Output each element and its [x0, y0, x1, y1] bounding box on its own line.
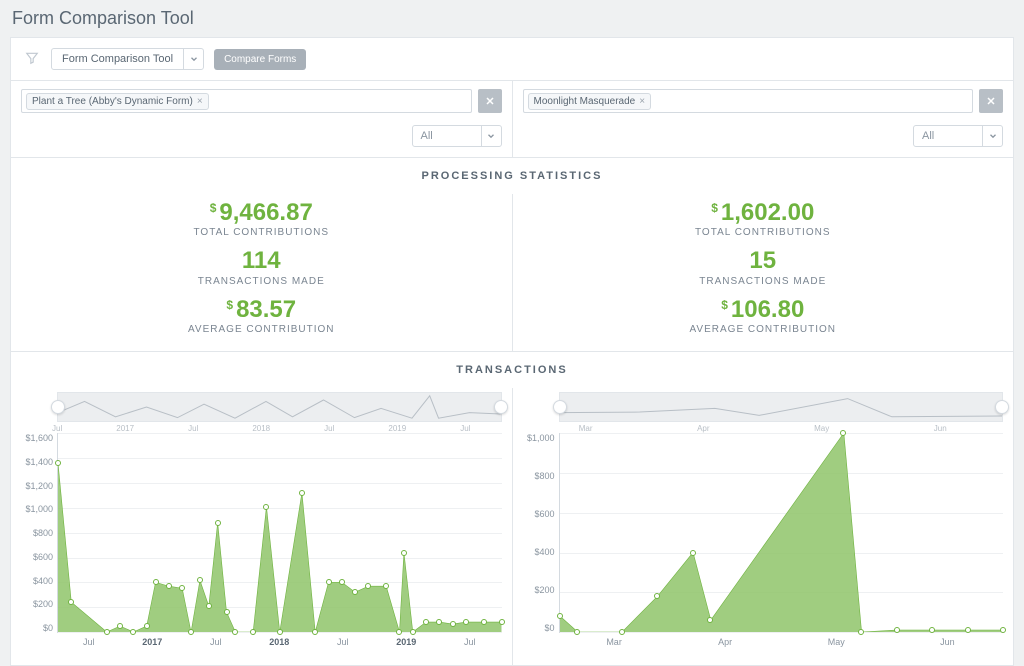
right-stats: $1,602.00 TOTAL CONTRIBUTIONS 15 TRANSAC…	[513, 194, 1014, 351]
right-chart-col: MarAprMayJun $1,000$800$600$400$200$0 Ma…	[513, 388, 1014, 665]
right-filter-select[interactable]: All	[913, 125, 1003, 147]
right-range-handle-start[interactable]	[553, 400, 567, 414]
right-total-contrib-label: TOTAL CONTRIBUTIONS	[513, 227, 1014, 238]
left-filter-select[interactable]: All	[412, 125, 502, 147]
left-range-slider[interactable]	[57, 392, 502, 422]
chevron-down-icon	[183, 49, 203, 69]
stats-columns: $9,466.87 TOTAL CONTRIBUTIONS 114 TRANSA…	[11, 194, 1013, 351]
right-form-tag: Moonlight Masquerade ×	[528, 93, 652, 110]
left-tag-row: Plant a Tree (Abby's Dynamic Form) ×	[11, 81, 512, 121]
left-form-tag: Plant a Tree (Abby's Dynamic Form) ×	[26, 93, 209, 110]
right-clear-button[interactable]	[979, 89, 1003, 113]
right-avg-contrib-value: $106.80	[721, 297, 804, 323]
page-title: Form Comparison Tool	[0, 0, 1024, 37]
left-transactions-chart: $1,600$1,400$1,200$1,000$800$600$400$200…	[21, 433, 502, 633]
left-form-input[interactable]: Plant a Tree (Abby's Dynamic Form) ×	[21, 89, 472, 113]
chevron-down-icon	[982, 126, 1002, 146]
right-form-input[interactable]: Moonlight Masquerade ×	[523, 89, 974, 113]
left-form-tag-label: Plant a Tree (Abby's Dynamic Form)	[32, 96, 193, 107]
right-transactions-chart: $1,000$800$600$400$200$0	[523, 433, 1004, 633]
transactions-section-title: TRANSACTIONS	[11, 351, 1013, 388]
right-mini-xaxis: MarAprMayJun	[523, 424, 1004, 433]
left-avg-contrib-label: AVERAGE CONTRIBUTION	[11, 324, 512, 335]
left-mini-sparkline	[58, 393, 501, 421]
tool-dropdown-label: Form Comparison Tool	[52, 53, 183, 65]
chevron-down-icon	[481, 126, 501, 146]
left-xaxis: Jul2017Jul2018Jul2019Jul	[57, 633, 502, 647]
right-total-contrib-value: $1,602.00	[711, 200, 814, 226]
right-range-handle-end[interactable]	[995, 400, 1009, 414]
left-range-handle-end[interactable]	[494, 400, 508, 414]
left-filter-label: All	[413, 130, 481, 142]
right-form-tag-label: Moonlight Masquerade	[534, 96, 636, 107]
tool-dropdown[interactable]: Form Comparison Tool	[51, 48, 204, 70]
tag-remove-icon[interactable]: ×	[197, 96, 203, 107]
left-trans-made-value: 114	[242, 248, 281, 274]
chart-columns: Jul2017Jul2018Jul2019Jul $1,600$1,400$1,…	[11, 388, 1013, 665]
left-stats: $9,466.87 TOTAL CONTRIBUTIONS 114 TRANSA…	[11, 194, 513, 351]
right-mini-sparkline	[560, 393, 1003, 421]
right-tag-row: Moonlight Masquerade ×	[513, 81, 1014, 121]
right-trans-made-value: 15	[749, 248, 776, 274]
left-mini-xaxis: Jul2017Jul2018Jul2019Jul	[21, 424, 502, 433]
left-chart-col: Jul2017Jul2018Jul2019Jul $1,600$1,400$1,…	[11, 388, 513, 665]
right-column-header: Moonlight Masquerade × All	[513, 81, 1014, 157]
left-column-header: Plant a Tree (Abby's Dynamic Form) × All	[11, 81, 513, 157]
left-avg-contrib-value: $83.57	[226, 297, 296, 323]
left-total-contrib-value: $9,466.87	[210, 200, 313, 226]
compare-forms-button[interactable]: Compare Forms	[214, 49, 306, 70]
right-avg-contrib-label: AVERAGE CONTRIBUTION	[513, 324, 1014, 335]
toolbar: Form Comparison Tool Compare Forms	[11, 38, 1013, 81]
left-trans-made-label: TRANSACTIONS MADE	[11, 276, 512, 287]
right-range-slider[interactable]	[559, 392, 1004, 422]
right-filter-label: All	[914, 130, 982, 142]
left-clear-button[interactable]	[478, 89, 502, 113]
processing-section-title: PROCESSING STATISTICS	[11, 157, 1013, 194]
tag-remove-icon[interactable]: ×	[639, 96, 645, 107]
left-range-handle-start[interactable]	[51, 400, 65, 414]
compare-columns-header: Plant a Tree (Abby's Dynamic Form) × All	[11, 81, 1013, 157]
main-card: Form Comparison Tool Compare Forms Plant…	[10, 37, 1014, 666]
left-total-contrib-label: TOTAL CONTRIBUTIONS	[11, 227, 512, 238]
right-xaxis: MarAprMayJun	[559, 633, 1004, 647]
filter-icon[interactable]	[23, 51, 41, 68]
right-trans-made-label: TRANSACTIONS MADE	[513, 276, 1014, 287]
